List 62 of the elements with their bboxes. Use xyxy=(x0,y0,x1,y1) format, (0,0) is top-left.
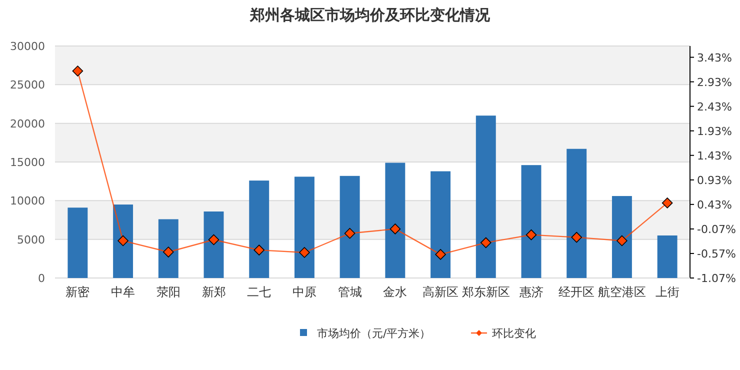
y-tick-label: 20000 xyxy=(10,117,45,130)
y-tick-label: 30000 xyxy=(10,40,45,53)
y2-tick-label: 1.93% xyxy=(697,124,732,138)
y2-tick-label: -1.07% xyxy=(697,272,736,285)
x-tick-label: 金水 xyxy=(383,285,408,299)
x-tick-label: 经开区 xyxy=(558,285,595,299)
point xyxy=(480,237,492,248)
chart-title: 郑州各城区市场均价及环比变化情况 xyxy=(249,6,491,24)
x-tick-label: 荥阳 xyxy=(156,285,180,299)
x-tick-label: 管城 xyxy=(338,285,362,299)
y2-tick-label: -0.07% xyxy=(697,222,736,236)
y2-tick-label: 0.93% xyxy=(697,174,732,187)
bar xyxy=(385,162,406,278)
x-tick-label: 惠济 xyxy=(518,285,544,299)
y2-tick-label: 0.43% xyxy=(697,198,732,212)
y-tick-label: 25000 xyxy=(10,78,45,92)
x-tick-label: 新郑 xyxy=(202,285,226,299)
x-tick-label: 航空港区 xyxy=(598,285,646,299)
point xyxy=(208,234,220,246)
y2-tick-label: 2.43% xyxy=(697,100,732,114)
bar xyxy=(113,204,134,278)
point xyxy=(435,249,446,260)
bar xyxy=(612,196,632,278)
y2-tick-label: 1.43% xyxy=(697,149,732,162)
bar xyxy=(566,148,587,278)
bar xyxy=(657,235,678,278)
point xyxy=(662,198,673,208)
x-tick-label: 上街 xyxy=(655,285,680,299)
bar xyxy=(294,176,314,278)
y-tick-label: 5000 xyxy=(17,233,45,246)
x-tick-label: 中原 xyxy=(292,285,316,299)
y-tick-label: 0 xyxy=(38,272,45,285)
bar xyxy=(68,208,88,278)
bar xyxy=(158,219,178,278)
legend-label: 市场均价（元/平方米） xyxy=(317,327,431,340)
point xyxy=(526,229,537,240)
point xyxy=(254,244,265,256)
point xyxy=(616,235,628,246)
y-tick-label: 10000 xyxy=(10,194,45,208)
point xyxy=(72,66,84,76)
bar xyxy=(430,171,451,278)
x-tick-label: 中牟 xyxy=(111,285,136,299)
y2-tick-label: 2.93% xyxy=(697,76,732,89)
bar xyxy=(476,116,496,278)
x-tick-label: 新密 xyxy=(66,285,90,299)
point xyxy=(118,235,128,246)
y2-tick-label: 3.43% xyxy=(697,51,732,64)
x-tick-label: 郑东新区 xyxy=(462,285,510,299)
bar xyxy=(204,211,224,278)
legend-label: 环比变化 xyxy=(492,327,536,340)
point xyxy=(571,232,582,243)
x-tick-label: 高新区 xyxy=(422,285,459,299)
y-tick-label: 15000 xyxy=(10,156,45,169)
bar xyxy=(340,176,360,278)
x-tick-label: 二七 xyxy=(247,285,272,299)
bar xyxy=(521,165,542,278)
point xyxy=(344,228,356,239)
point xyxy=(162,246,174,258)
bar xyxy=(249,180,270,278)
point xyxy=(299,247,310,258)
y2-tick-label: -0.57% xyxy=(697,247,736,260)
point xyxy=(390,224,401,234)
